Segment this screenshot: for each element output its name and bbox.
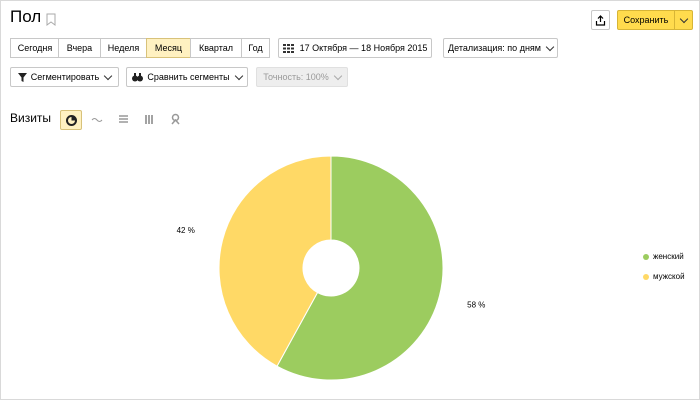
detail-label: Детализация: по дням bbox=[448, 43, 541, 53]
area-view-button[interactable] bbox=[118, 114, 129, 125]
data-label: 42 % bbox=[177, 226, 195, 235]
compare-label: Сравнить сегменты bbox=[147, 72, 230, 82]
page-title: Пол bbox=[10, 7, 42, 26]
period-button[interactable]: Неделя bbox=[100, 38, 147, 58]
legend-marker bbox=[643, 254, 649, 260]
period-button[interactable]: Сегодня bbox=[10, 38, 60, 58]
metric-title: Визиты bbox=[10, 111, 52, 125]
pie-view-button[interactable] bbox=[60, 110, 82, 130]
accuracy-button: Точность: 100% bbox=[256, 67, 348, 87]
period-button[interactable]: Год bbox=[241, 38, 270, 58]
period-button[interactable]: Вчера bbox=[58, 38, 101, 58]
bar-view-button[interactable] bbox=[144, 114, 155, 125]
data-label: 58 % bbox=[467, 300, 485, 309]
save-button[interactable]: Сохранить bbox=[617, 10, 675, 30]
share-button[interactable] bbox=[591, 10, 610, 30]
legend-marker bbox=[643, 274, 649, 280]
save-menu[interactable] bbox=[674, 10, 693, 30]
segment-button[interactable]: Сегментировать bbox=[10, 67, 119, 87]
accuracy-label: Точность: 100% bbox=[263, 72, 329, 82]
line-view-button[interactable] bbox=[91, 115, 103, 125]
date-range: 17 Октября — 18 Ноября 2015 bbox=[299, 43, 428, 53]
legend-label: мужской bbox=[653, 272, 685, 281]
pie-slice bbox=[218, 155, 332, 367]
compare-button[interactable]: Сравнить сегменты bbox=[126, 67, 248, 87]
segment-label: Сегментировать bbox=[30, 72, 100, 82]
date-range-button[interactable]: 17 Октября — 18 Ноября 2015 bbox=[278, 38, 432, 58]
pie-slice bbox=[276, 155, 444, 381]
legend-label: женский bbox=[653, 252, 684, 261]
detail-button[interactable]: Детализация: по дням bbox=[443, 38, 558, 58]
map-view-button[interactable] bbox=[170, 113, 181, 125]
bookmark-icon[interactable] bbox=[46, 13, 56, 26]
